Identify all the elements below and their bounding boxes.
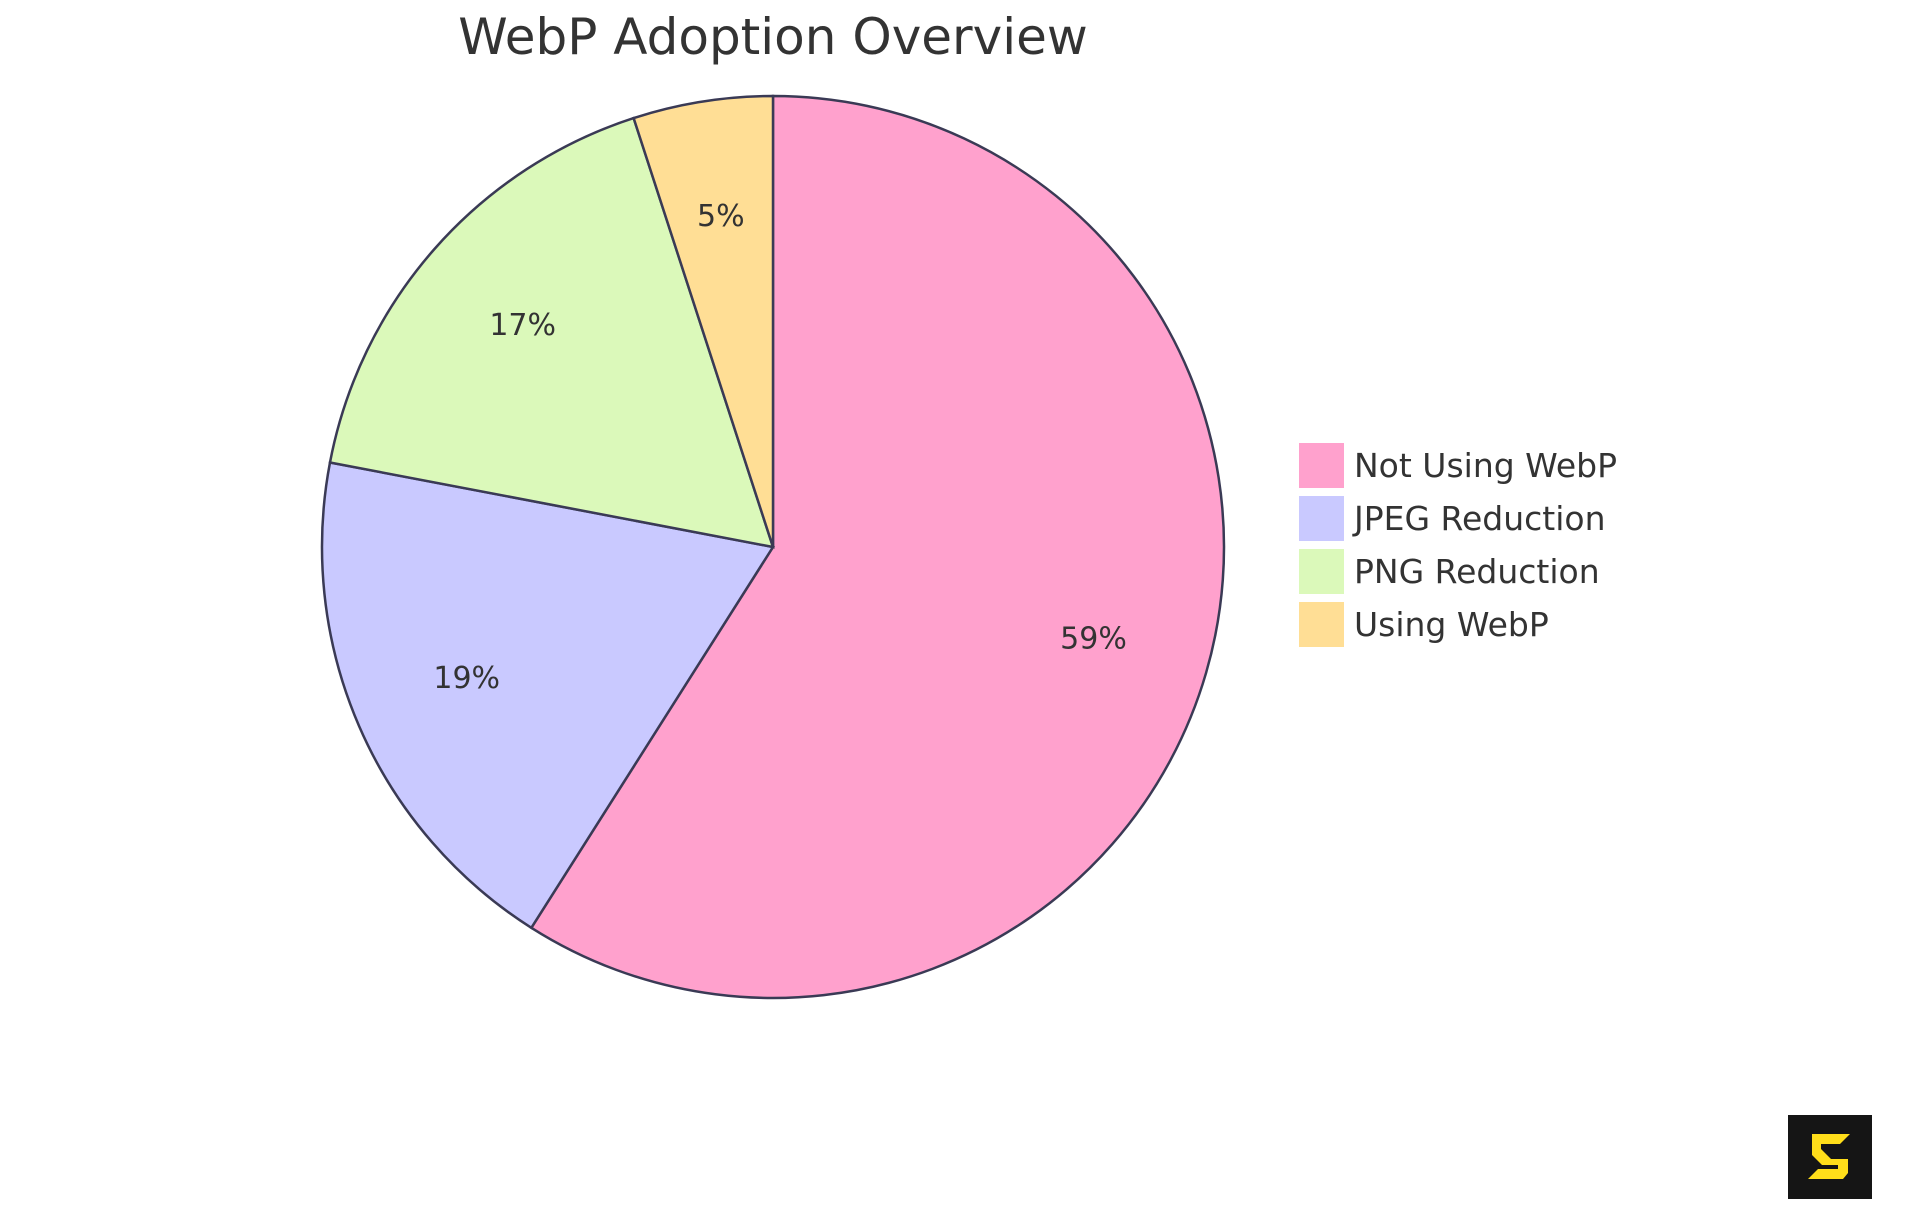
pie-slice-using-webp <box>632 94 775 548</box>
legend-label: PNG Reduction <box>1354 552 1600 591</box>
legend-item: Not Using WebP <box>1299 439 1617 492</box>
legend-label: JPEG Reduction <box>1354 499 1606 538</box>
legend-swatch <box>1299 443 1344 488</box>
slice-label: 19% <box>433 661 500 696</box>
slice-label: 5% <box>697 199 745 234</box>
slice-label: 59% <box>1060 622 1127 657</box>
legend-item: JPEG Reduction <box>1299 492 1617 545</box>
pie-slice-png-reduction <box>328 116 775 549</box>
legend: Not Using WebP JPEG Reduction PNG Reductio… <box>1299 439 1617 651</box>
logo-s-icon <box>1808 1134 1850 1179</box>
brand-logo <box>1788 1115 1872 1199</box>
slice-label: 17% <box>489 308 556 343</box>
legend-swatch <box>1299 496 1344 541</box>
legend-label: Using WebP <box>1354 605 1549 644</box>
pie-slice-jpeg-reduction <box>320 461 776 930</box>
legend-label: Not Using WebP <box>1354 446 1618 485</box>
legend-item: PNG Reduction <box>1299 545 1617 598</box>
legend-swatch <box>1299 602 1344 647</box>
legend-swatch <box>1299 549 1344 594</box>
pie-slice-not-using-webp <box>529 94 1226 1000</box>
chart-title: WebP Adoption Overview <box>458 8 1088 66</box>
legend-item: Using WebP <box>1299 598 1617 651</box>
